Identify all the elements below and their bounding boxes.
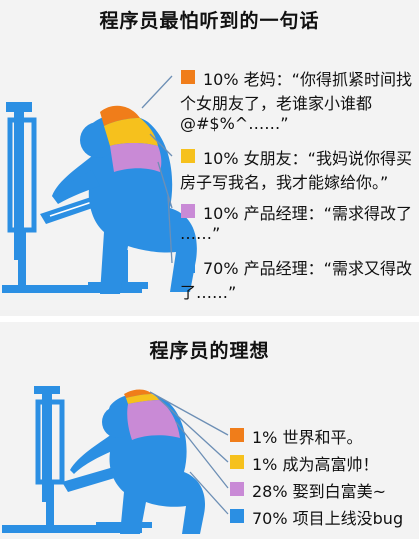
programmer-illustration-2 <box>2 386 229 534</box>
blue-swatch <box>230 509 244 523</box>
legend-line: 10% 老妈：“你得抓紧时间找 <box>203 70 412 89</box>
purple-swatch <box>181 204 195 218</box>
legend-line: @#$%^……” <box>180 114 289 133</box>
legend-line: 10% 女朋友：“我妈说你得买 <box>203 149 412 168</box>
panel-ideals: 程序员的理想 1% 世界和平。 <box>0 316 419 539</box>
legend-line: 1% 世界和平。 <box>252 428 363 447</box>
panel2-title: 程序员的理想 <box>149 340 270 362</box>
legend-line: 个女朋友了，老谁家小谁都 <box>180 94 373 113</box>
orange-swatch <box>230 428 244 442</box>
yellow-swatch <box>230 455 244 469</box>
hunched-person <box>52 105 197 295</box>
legend-line: 70% 产品经理：“需求又得改 <box>203 259 412 278</box>
legend-line: 70% 项目上线没bug <box>252 509 404 528</box>
panel-worst-sentence: 程序员最怕听到的一句话 <box>2 10 412 302</box>
blue-swatch <box>181 259 195 273</box>
leader-lines <box>141 75 173 264</box>
leader-lines <box>149 391 229 515</box>
legend-line: 了……” <box>180 283 237 302</box>
programmer-illustration-1 <box>2 75 197 295</box>
legend-line: 房子写我名，我才能嫁给你。” <box>180 173 389 192</box>
panel1-title: 程序员最怕听到的一句话 <box>99 10 320 32</box>
legend-line: 1% 成为高富帅！ <box>252 455 379 474</box>
hunched-person <box>70 389 206 534</box>
legend-line: 10% 产品经理：“需求得改了 <box>203 204 412 223</box>
legend-line: 28% 娶到白富美~ <box>252 482 387 501</box>
purple-swatch <box>230 482 244 496</box>
yellow-swatch <box>181 149 195 163</box>
orange-swatch <box>181 70 195 84</box>
legend-line: ……” <box>180 224 221 243</box>
